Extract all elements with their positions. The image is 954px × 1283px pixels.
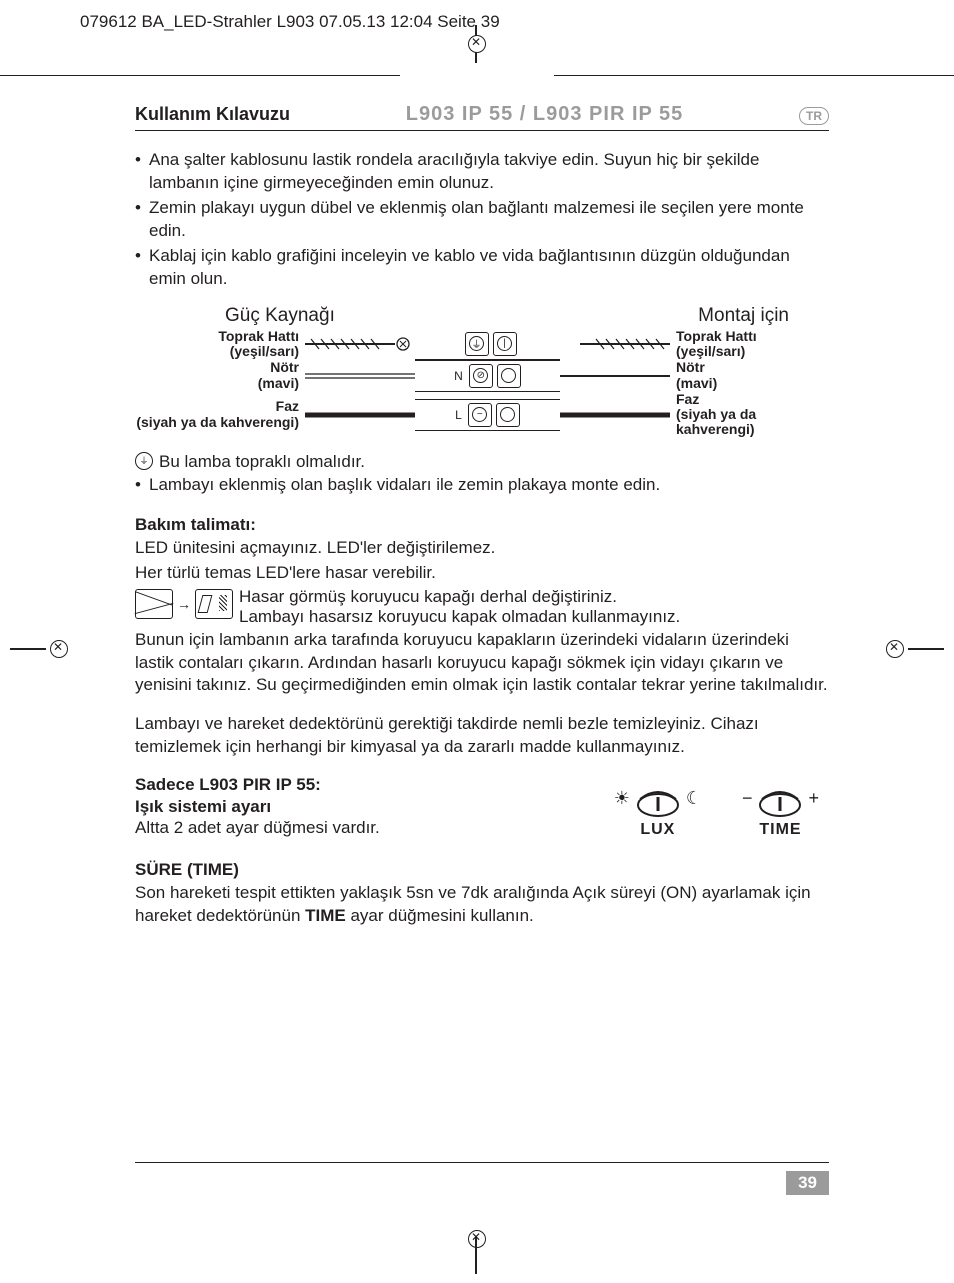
glass-icons: → [135,587,233,619]
terminal-icon: | [493,332,517,356]
language-badge: TR [799,107,829,125]
ground-note-text: Bu lamba topraklı olmalıdır. [159,452,365,472]
maintenance-p4: Lambayı ve hareket dedektörünü gerektiği… [135,713,829,759]
terminal-letter: N [454,369,463,383]
terminal-icon [497,364,521,388]
terminal-row: L − [415,399,560,431]
registration-mark-left [50,640,68,663]
maintenance-p1: LED ünitesini açmayınız. LED'ler değişti… [135,537,829,560]
registration-mark-right [886,640,904,663]
wiring-diagram: Güç Kaynağı Montaj için Toprak Hattı(yeş… [135,305,829,438]
arrow-icon: → [177,596,191,612]
wire-label-right: Faz(siyah ya da kahverengi) [670,392,830,438]
dial-icon [756,779,804,819]
wiring-heading-left: Güç Kaynağı [225,305,335,327]
page-number: 39 [786,1171,829,1195]
pir-heading-2: Işık sistemi ayarı [135,797,380,817]
time-section-heading: SÜRE (TIME) [135,860,829,880]
registration-mark-bottom [468,1230,486,1253]
terminal-row: N ⊘ [415,360,560,392]
bullet-item: Zemin plakayı uygun dübel ve eklenmiş ol… [135,197,829,243]
model-code: L903 IP 55 / L903 PIR IP 55 [406,103,684,126]
wire-label-right: Nötr(mavi) [670,360,830,391]
wire-earth-right [560,334,670,354]
pir-settings-row: Sadece L903 PIR IP 55: Işık sistemi ayar… [135,775,829,842]
sun-icon: ☀ [614,788,630,809]
bottom-rule [135,1162,829,1163]
terminal-icon: − [468,403,492,427]
bullet-item: Lambayı eklenmiş olan başlık vidaları il… [135,474,829,497]
wire-neutral-left [305,369,415,383]
plus-icon: + [808,788,819,809]
wire-label-left: Nötr(mavi) [135,360,305,391]
terminal-icon: ⏚ [465,332,489,356]
top-rule-right [554,75,954,76]
wire-live-left [305,408,415,422]
minus-icon: − [742,788,753,809]
pir-heading-1: Sadece L903 PIR IP 55: [135,775,380,795]
wire-label-left: Toprak Hattı(yeşil/sarı) [135,329,305,360]
ground-note-row: ⏚ Bu lamba topraklı olmalıdır. [135,452,829,472]
top-rule-left [0,75,400,76]
wire-earth-left [305,334,415,354]
time-label: TIME [742,821,819,839]
ground-icon: ⏚ [135,452,153,470]
terminal-row: ⏚ | [415,329,560,360]
wiring-heading-right: Montaj için [698,305,789,327]
page: 079612 BA_LED-Strahler L903 07.05.13 12:… [0,0,954,1283]
lux-dial: ☀ ☾ LUX [614,779,702,839]
terminal-icon: ⊘ [469,364,493,388]
content-area: Kullanım Kılavuzu L903 IP 55 / L903 PIR … [135,103,829,930]
bullet-item: Kablaj için kablo grafiğini inceleyin ve… [135,245,829,291]
maintenance-p3: Bunun için lambanın arka tarafında koruy… [135,629,829,698]
wire-live-right [560,408,670,422]
time-section-text: Son hareketi tespit ettikten yaklaşık 5s… [135,882,829,928]
top-bullet-list: Ana şalter kablosunu lastik rondela arac… [135,149,829,291]
lux-label: LUX [614,821,702,839]
glass-replace-row: → Hasar görmüş koruyucu kapağı derhal de… [135,587,829,627]
dials-group: ☀ ☾ LUX − + TIME [614,779,829,839]
glass-line-2: Lambayı hasarsız koruyucu kapak olmadan … [239,607,680,626]
bullet-item: Ana şalter kablosunu lastik rondela arac… [135,149,829,195]
pir-settings-text: Altta 2 adet ayar düğmesi vardır. [135,817,380,840]
cracked-glass-icon [135,589,173,619]
moon-icon: ☾ [686,788,702,809]
wire-neutral-right [560,369,670,383]
terminal-icon [496,403,520,427]
replace-glass-icon [195,589,233,619]
header-row: Kullanım Kılavuzu L903 IP 55 / L903 PIR … [135,103,829,131]
wire-label-left: Faz(siyah ya da kahverengi) [135,399,305,430]
time-dial: − + TIME [742,779,819,839]
registration-mark-top [468,35,486,58]
dial-icon [634,779,682,819]
maintenance-p2: Her türlü temas LED'lere hasar verebilir… [135,562,829,585]
wire-label-right: Toprak Hattı(yeşil/sarı) [670,329,830,360]
terminal-letter: L [455,408,462,422]
glass-line-1: Hasar görmüş koruyucu kapağı derhal deği… [239,587,617,606]
doc-title: Kullanım Kılavuzu [135,104,290,125]
maintenance-heading: Bakım talimatı: [135,515,829,535]
